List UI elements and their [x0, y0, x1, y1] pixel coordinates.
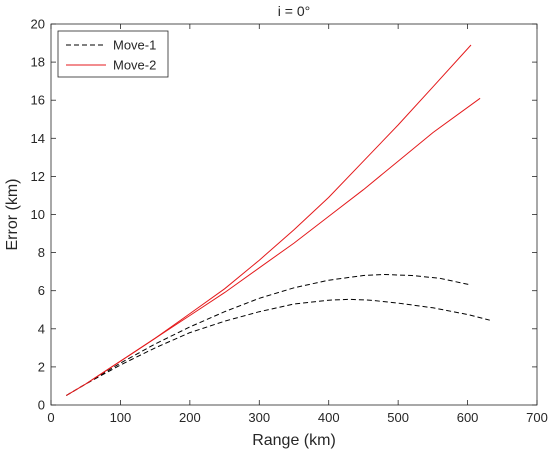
y-tick-label: 20 — [31, 17, 45, 32]
x-tick-label: 300 — [248, 410, 270, 425]
y-tick-label: 18 — [31, 55, 45, 70]
legend-label-move-1: Move-1 — [113, 38, 156, 53]
y-tick-label: 0 — [38, 398, 45, 413]
series-line-move-1-0 — [66, 273, 472, 396]
y-tick-label: 2 — [38, 359, 45, 374]
x-tick-label: 200 — [179, 410, 201, 425]
y-tick-label: 8 — [38, 245, 45, 260]
x-tick-label: 0 — [47, 410, 54, 425]
y-tick-label: 16 — [31, 93, 45, 108]
y-axis-title: Error (km) — [4, 179, 21, 251]
legend: Move-1 Move-2 — [57, 30, 169, 78]
y-tick-label: 12 — [31, 169, 45, 184]
series-line-move-1-1 — [66, 298, 490, 396]
y-tick-label: 10 — [31, 207, 45, 222]
y-tick-label: 14 — [31, 131, 45, 146]
chart-title: i = 0° — [278, 3, 310, 19]
series-line-move-2-2 — [66, 44, 472, 396]
x-tick-label: 700 — [526, 410, 548, 425]
legend-box — [57, 30, 169, 78]
y-tick-label: 4 — [38, 321, 45, 336]
y-tick-label: 6 — [38, 283, 45, 298]
series-line-move-2-3 — [66, 97, 481, 396]
x-tick-label: 100 — [110, 410, 132, 425]
plot-area-frame — [50, 23, 538, 406]
x-tick-label: 400 — [318, 410, 340, 425]
x-tick-label: 600 — [457, 410, 479, 425]
legend-label-move-2: Move-2 — [113, 58, 156, 73]
x-tick-label: 500 — [387, 410, 409, 425]
x-axis-title: Range (km) — [252, 432, 336, 449]
